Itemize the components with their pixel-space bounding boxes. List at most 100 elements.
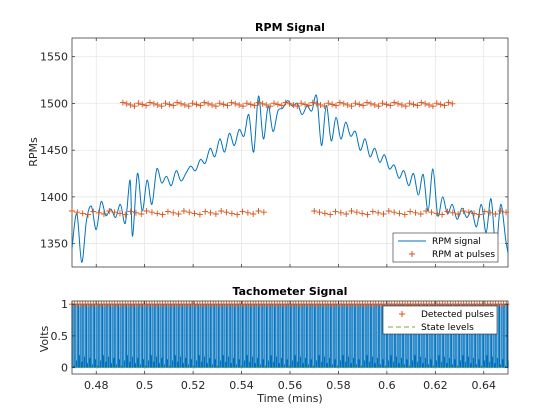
x-tick-label: 0.5 bbox=[136, 379, 154, 392]
rpm-pulse-marker bbox=[106, 207, 113, 214]
rpm-pulse-marker bbox=[239, 208, 246, 215]
rpm-pulse-marker bbox=[321, 103, 328, 110]
rpm-pulse-marker bbox=[332, 208, 339, 215]
tach-legend-label-pulses: Detected pulses bbox=[421, 310, 494, 320]
rpm-pulse-marker bbox=[407, 208, 414, 215]
rpm-pulse-marker bbox=[417, 210, 424, 217]
rpm-pulse-marker bbox=[316, 209, 323, 216]
rpm-pulse-marker bbox=[375, 103, 382, 110]
rpm-pulse-marker bbox=[371, 101, 378, 108]
rpm-pulse-marker bbox=[154, 101, 161, 108]
rpm-pulse-marker bbox=[441, 102, 448, 109]
rpm-pulse-marker bbox=[423, 207, 430, 214]
rpm-pulse-marker bbox=[412, 209, 419, 216]
rpm-pulse-marker bbox=[228, 210, 235, 217]
rpm-pulse-marker bbox=[298, 100, 305, 107]
rpm-pulse-marker bbox=[481, 208, 488, 215]
rpm-chart-title: RPM Signal bbox=[255, 21, 325, 34]
rpm-pulse-marker bbox=[387, 102, 394, 109]
rpm-pulse-marker bbox=[232, 100, 239, 107]
rpm-pulse-marker bbox=[422, 100, 429, 107]
rpm-pulse-marker bbox=[135, 100, 142, 107]
rpm-pulse-marker bbox=[471, 210, 478, 217]
rpm-pulse-marker bbox=[123, 100, 130, 107]
rpm-pulse-marker bbox=[302, 101, 309, 108]
rpm-pulse-marker bbox=[139, 101, 146, 108]
rpm-pulse-marker bbox=[375, 209, 382, 216]
rpm-pulse-marker bbox=[247, 101, 254, 108]
rpm-pulse-marker bbox=[391, 209, 398, 216]
rpm-pulse-marker bbox=[196, 211, 203, 218]
rpm-pulse-marker bbox=[228, 99, 235, 106]
rpm-pulse-marker bbox=[455, 210, 462, 217]
x-tick-label: 0.54 bbox=[229, 379, 254, 392]
rpm-pulse-marker bbox=[465, 209, 472, 216]
rpm-pulse-marker bbox=[243, 100, 250, 107]
rpm-pulse-marker bbox=[212, 210, 219, 217]
rpm-chart: RPM Signal 1350 1400 1450 1500 1550 RPMs RPM… bbox=[27, 21, 510, 268]
rpm-pulse-marker bbox=[274, 101, 281, 108]
rpm-y-axis-label: RPMs bbox=[27, 137, 40, 167]
rpm-pulse-marker bbox=[197, 102, 204, 109]
rpm-pulse-marker bbox=[218, 207, 225, 214]
rpm-pulse-marker bbox=[127, 208, 134, 215]
rpm-pulse-marker bbox=[69, 207, 75, 214]
rpm-pulse-marker bbox=[503, 209, 510, 216]
y-tick-label: 1400 bbox=[40, 191, 68, 204]
rpm-pulse-marker bbox=[255, 207, 262, 214]
x-tick-label: 0.52 bbox=[181, 379, 206, 392]
rpm-pulse-marker bbox=[116, 210, 123, 217]
rpm-pulse-marker bbox=[383, 101, 390, 108]
tach-axes: 0.48 0.5 0.52 0.54 0.56 0.58 0.6 0.62 0.64 0 0.5 1 bbox=[51, 298, 509, 392]
x-tick-label: 0.62 bbox=[423, 379, 448, 392]
rpm-pulse-marker bbox=[433, 210, 440, 217]
rpm-pulse-marker bbox=[444, 208, 451, 215]
rpm-pulse-marker bbox=[313, 100, 320, 107]
rpm-pulse-marker bbox=[201, 99, 208, 106]
rpm-pulse-marker bbox=[428, 209, 435, 216]
rpm-legend-label-pulses: RPM at pulses bbox=[432, 250, 495, 260]
rpm-pulse-marker bbox=[212, 103, 219, 110]
rpm-pulse-marker bbox=[185, 103, 192, 110]
rpm-pulse-marker bbox=[164, 208, 171, 215]
rpm-pulse-marker bbox=[380, 210, 387, 217]
rpm-pulse-marker bbox=[497, 207, 504, 214]
rpm-pulse-marker bbox=[348, 207, 355, 214]
rpm-pulse-marker bbox=[79, 210, 86, 217]
rpm-pulse-marker bbox=[340, 100, 347, 107]
rpm-pulse-marker bbox=[119, 99, 126, 106]
rpm-pulse-marker bbox=[311, 207, 318, 214]
rpm-pulse-marker bbox=[260, 209, 267, 216]
rpm-legend-box bbox=[392, 232, 499, 263]
rpm-pulse-marker bbox=[90, 208, 97, 215]
rpm-pulse-marker bbox=[337, 209, 344, 216]
y-tick-label: 1 bbox=[61, 298, 68, 311]
y-tick-label: 1550 bbox=[40, 51, 68, 64]
rpm-pulse-marker bbox=[369, 208, 376, 215]
rpm-pulse-marker bbox=[234, 211, 241, 218]
rpm-pulse-marker bbox=[244, 209, 251, 216]
rpm-pulse-marker bbox=[449, 100, 456, 107]
rpm-pulse-marker bbox=[395, 100, 402, 107]
rpm-pulse-marker bbox=[170, 102, 177, 109]
rpm-legend-marker-swatch bbox=[409, 251, 415, 257]
rpm-pulse-marker bbox=[348, 103, 355, 110]
rpm-pulse-marker bbox=[356, 101, 363, 108]
rpm-pulse-marker bbox=[223, 209, 230, 216]
rpm-pulse-marker bbox=[178, 100, 184, 107]
rpm-pulse-marker bbox=[251, 102, 258, 109]
rpm-pulse-marker bbox=[220, 101, 227, 108]
rpm-pulse-marker bbox=[159, 211, 166, 218]
rpm-pulse-marker bbox=[166, 101, 173, 108]
rpm-pulse-marker bbox=[426, 101, 433, 108]
rpm-legend: RPM signal RPM at pulses bbox=[392, 232, 499, 263]
rpm-pulse-marker bbox=[154, 210, 161, 217]
rpm-pulse-marker bbox=[146, 99, 153, 106]
rpm-pulse-marker bbox=[158, 103, 165, 110]
rpm-pulse-marker bbox=[309, 99, 316, 106]
rpm-pulse-marker bbox=[410, 101, 417, 108]
rpm-plot-area bbox=[69, 94, 510, 263]
rpm-pulse-marker bbox=[122, 211, 129, 218]
x-tick-label: 0.48 bbox=[84, 379, 109, 392]
rpm-pulse-marker bbox=[181, 101, 188, 108]
